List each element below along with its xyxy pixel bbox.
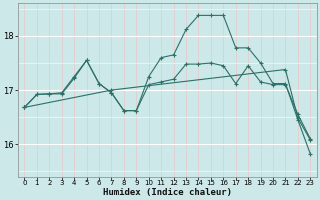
X-axis label: Humidex (Indice chaleur): Humidex (Indice chaleur) [103, 188, 232, 197]
